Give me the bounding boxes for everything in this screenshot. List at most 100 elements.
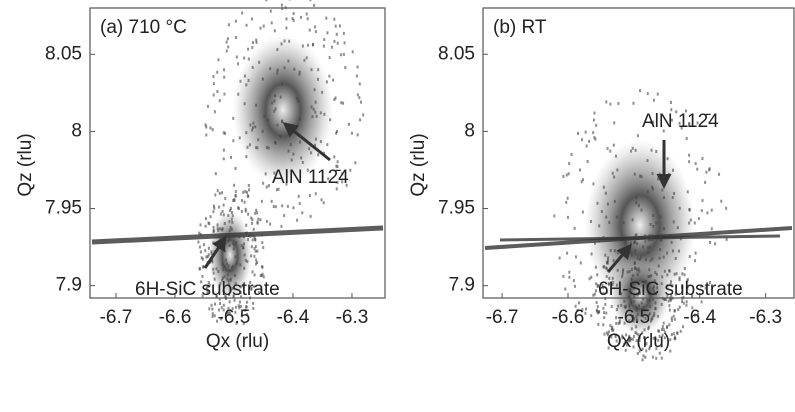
speckle	[226, 41, 228, 44]
speckle	[292, 206, 294, 209]
speckle	[299, 141, 301, 144]
speckle	[676, 272, 678, 275]
speckle	[249, 235, 251, 238]
speckle	[198, 232, 200, 235]
speckle	[650, 259, 652, 262]
speckle	[654, 271, 656, 274]
speckle	[359, 118, 361, 121]
speckle	[259, 27, 261, 30]
speckle	[686, 137, 688, 140]
speckle	[332, 79, 334, 82]
speckle	[586, 144, 588, 147]
speckle	[566, 173, 568, 176]
speckle	[261, 200, 263, 203]
speckle	[252, 270, 254, 273]
x-tick-label: -6.7	[486, 307, 519, 328]
speckle	[280, 225, 282, 228]
speckle	[219, 237, 221, 240]
speckle	[236, 56, 238, 59]
speckle	[340, 53, 342, 56]
speckle	[224, 197, 226, 200]
speckle	[323, 38, 325, 41]
speckle	[690, 219, 692, 222]
speckle	[336, 130, 338, 133]
speckle	[632, 147, 634, 150]
speckle	[678, 250, 680, 253]
speckle	[210, 215, 212, 218]
speckle	[658, 264, 660, 267]
speckle	[242, 191, 244, 194]
speckle	[629, 270, 631, 273]
speckle	[577, 132, 579, 135]
speckle	[634, 261, 636, 264]
speckle	[215, 267, 217, 270]
speckle	[593, 112, 595, 115]
speckle	[247, 238, 249, 241]
speckle	[317, 153, 319, 156]
speckle	[247, 146, 249, 149]
speckle	[247, 194, 249, 197]
speckle	[259, 218, 261, 221]
speckle	[289, 0, 291, 1]
speckle	[652, 172, 654, 175]
y-tick-label: 8.05	[45, 43, 82, 64]
speckle	[627, 253, 629, 256]
speckle	[634, 267, 636, 270]
speckle	[223, 76, 225, 79]
speckle	[357, 65, 359, 68]
speckle	[337, 42, 339, 45]
speckle	[636, 242, 638, 245]
speckle	[245, 259, 247, 262]
speckle	[582, 178, 584, 181]
x-tick-label: -6.5	[218, 307, 251, 328]
speckle	[573, 279, 575, 282]
speckle	[680, 330, 682, 333]
speckle	[608, 221, 610, 224]
speckle	[594, 242, 596, 245]
speckle	[283, 214, 285, 217]
speckle	[215, 172, 217, 175]
speckle	[601, 210, 603, 213]
substrate-streak	[500, 236, 780, 240]
speckle	[701, 300, 703, 303]
speckle	[574, 285, 576, 288]
speckle	[646, 159, 648, 162]
speckle	[213, 82, 215, 85]
speckle	[623, 300, 625, 303]
speckle	[261, 241, 263, 244]
speckle	[256, 261, 258, 264]
speckle	[360, 101, 362, 104]
speckle	[675, 257, 677, 260]
speckle	[267, 119, 269, 122]
speckle	[309, 29, 311, 32]
speckle	[281, 204, 283, 207]
speckle	[258, 61, 260, 64]
speckle	[313, 108, 315, 111]
speckle	[659, 173, 661, 176]
speckle	[694, 259, 696, 262]
speckle	[343, 53, 345, 56]
speckle	[214, 303, 216, 306]
speckle	[256, 211, 258, 214]
speckle	[597, 323, 599, 326]
speckle	[617, 251, 619, 254]
speckle	[652, 214, 654, 217]
speckle	[252, 41, 254, 44]
speckle	[233, 184, 235, 187]
speckle	[233, 198, 235, 201]
speckle	[223, 131, 225, 134]
y-tick-label: 8	[464, 120, 475, 141]
speckle	[298, 195, 300, 198]
speckle	[598, 310, 600, 313]
speckle	[292, 17, 294, 20]
speckle	[568, 276, 570, 279]
speckle	[679, 207, 681, 210]
speckle	[649, 245, 651, 248]
speckle	[312, 43, 314, 46]
speckle	[211, 308, 213, 311]
speckle	[276, 188, 278, 191]
speckle	[632, 218, 634, 221]
speckle	[642, 358, 644, 361]
speckle	[596, 202, 598, 205]
speckle	[265, 0, 267, 1]
